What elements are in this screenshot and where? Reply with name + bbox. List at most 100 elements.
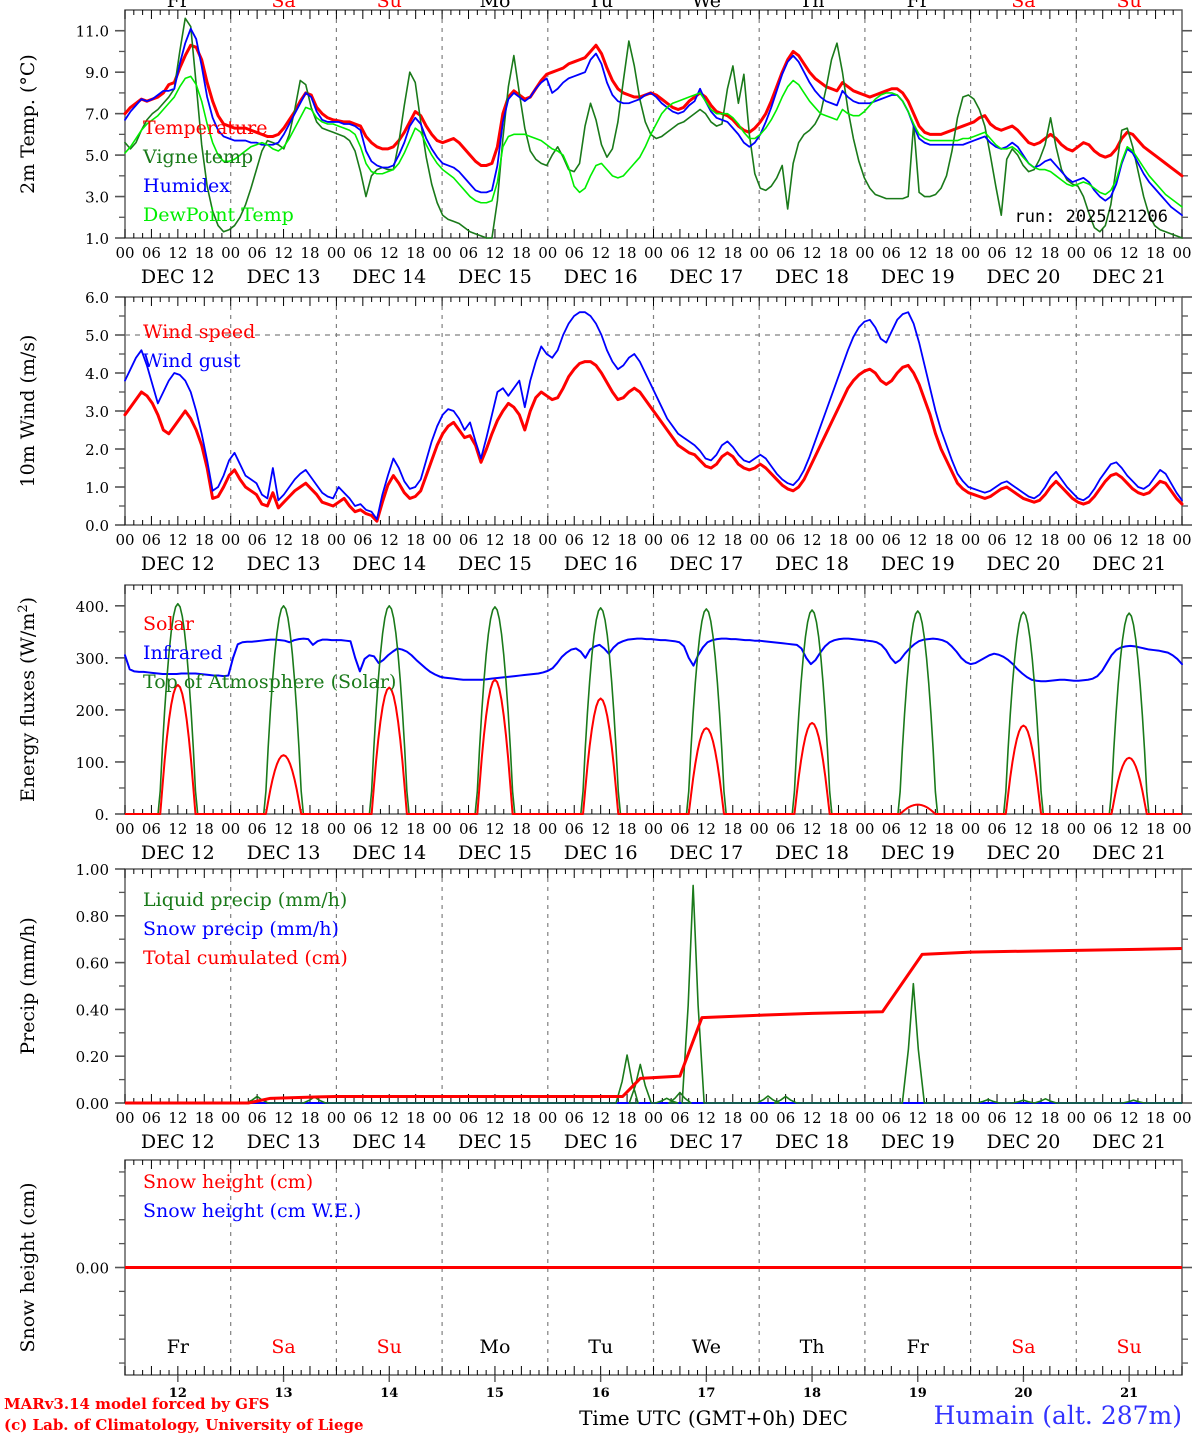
xtick-hour-label: 00 [433,244,452,262]
series-wind-gust [124,311,1183,521]
xtick-hour-label: 00 [961,244,980,262]
xtick-hour-label: 06 [670,531,689,549]
yaxis-title-energy_fluxes: Energy fluxes (W/m2) [16,597,40,802]
xaxis-date-label: DEC 15 [458,553,532,575]
xtick-hour-label: 06 [882,820,901,838]
yaxis-title-temperature: 2m Temp. (°C) [17,54,39,194]
xaxis-date-label: DEC 12 [141,266,215,288]
xtick-hour-label: 18 [1040,820,1059,838]
bottom-day-of-week-label: Tu [588,1336,613,1358]
xtick-hour-label: 12 [274,1109,293,1127]
legend-label-temperature: Temperature [143,117,267,139]
xtick-hour-label: 06 [142,820,161,838]
xtick-hour-label: 18 [406,244,425,262]
ytick-label-wind-4: 4.0 [85,365,109,383]
xtick-hour-label: 00 [433,531,452,549]
xtick-hour-label: 06 [459,820,478,838]
xtick-hour-label: 06 [565,244,584,262]
bottom-day-number: 12 [169,1386,187,1401]
series-humidex [124,27,1183,217]
xtick-hour-label: 12 [803,244,822,262]
ytick-label-wind-2: 2.0 [85,441,109,459]
xtick-hour-label: 18 [935,1109,954,1127]
bottom-day-of-week-label: Su [377,1336,402,1358]
xtick-hour-label: 18 [1146,1109,1165,1127]
xtick-hour-label: 06 [882,531,901,549]
xtick-hour-label: 00 [750,531,769,549]
day-of-week-label: Th [800,0,825,12]
xaxis-date-label: DEC 21 [1092,1131,1166,1153]
site-label: Humain (alt. 287m) [934,1401,1182,1430]
xtick-hour-label: 06 [353,531,372,549]
xtick-hour-label: 00 [644,244,663,262]
xtick-hour-label: 00 [750,244,769,262]
xaxis-date-label: DEC 13 [247,266,321,288]
xtick-hour-label: 00 [1172,1109,1191,1127]
xtick-hour-label: 18 [300,531,319,549]
xtick-hour-label: 18 [1040,531,1059,549]
series-infrared [124,637,1183,683]
legend-label-infrared: Infrared [143,642,223,664]
xtick-hour-label: 18 [935,244,954,262]
xtick-hour-label: 12 [168,531,187,549]
xtick-hour-label: 18 [195,820,214,838]
xtick-hour-label: 06 [776,244,795,262]
day-of-week-label: Sa [1011,0,1035,12]
bottom-day-number: 14 [380,1386,398,1401]
xtick-hour-label: 00 [1067,244,1086,262]
xtick-hour-label: 18 [1146,531,1165,549]
ytick-label-precip-0: 0.00 [76,1095,109,1113]
xaxis-date-label: DEC 18 [775,1131,849,1153]
xtick-hour-label: 06 [882,1109,901,1127]
xtick-hour-label: 06 [565,531,584,549]
xtick-hour-label: 12 [168,820,187,838]
xtick-hour-label: 00 [538,531,557,549]
xtick-hour-label: 06 [882,244,901,262]
xaxis-date-label: DEC 21 [1092,553,1166,575]
xtick-hour-label: 12 [274,244,293,262]
xaxis-date-label: DEC 15 [458,266,532,288]
xtick-hour-label: 12 [1120,1109,1139,1127]
xtick-hour-label: 00 [327,244,346,262]
xtick-hour-label: 18 [1146,820,1165,838]
xtick-hour-label: 18 [618,1109,637,1127]
ytick-label-precip-4: 0.80 [76,908,109,926]
series-wind-speed [123,360,1184,523]
xtick-hour-label: 06 [248,1109,267,1127]
yaxis-title-snow_height: Snow height (cm) [17,1182,39,1352]
legend-label-total-cumulated-cm-: Total cumulated (cm) [143,947,348,969]
ytick-label-wind-0: 0.0 [85,517,109,535]
xtick-hour-label: 12 [1120,820,1139,838]
xtick-hour-label: 00 [433,820,452,838]
xtick-hour-label: 00 [1172,820,1191,838]
day-of-week-label: Fr [907,0,930,12]
xtick-hour-label: 06 [142,1109,161,1127]
xaxis-date-label: DEC 13 [247,553,321,575]
xaxis-date-label: DEC 14 [352,553,426,575]
xaxis-date-label: DEC 21 [1092,266,1166,288]
day-of-week-label: We [692,0,721,12]
yaxis-title-precip: Precip (mm/h) [17,917,39,1055]
day-of-week-label: Sa [271,0,295,12]
xtick-hour-label: 06 [248,531,267,549]
xaxis-date-label: DEC 17 [669,553,743,575]
xtick-hour-label: 12 [591,244,610,262]
series-vigne-temp [124,17,1183,239]
xtick-hour-label: 00 [538,1109,557,1127]
xaxis-date-label: DEC 19 [881,553,955,575]
xtick-hour-label: 06 [353,244,372,262]
ytick-label-precip-5: 1.00 [76,861,109,879]
xtick-hour-label: 12 [591,820,610,838]
yaxis-title-wind: 10m Wind (m/s) [17,335,39,488]
series-dewpoint-temp [124,75,1183,208]
xtick-hour-label: 12 [591,531,610,549]
bottom-day-number: 18 [803,1386,821,1401]
xaxis-date-label: DEC 19 [881,1131,955,1153]
xtick-hour-label: 12 [803,820,822,838]
xtick-hour-label: 06 [248,244,267,262]
series-liquid-precip [125,884,1182,1104]
bottom-day-of-week-label: We [692,1336,721,1358]
xtick-hour-label: 18 [935,820,954,838]
xtick-hour-label: 00 [115,244,134,262]
xtick-hour-label: 06 [1093,244,1112,262]
